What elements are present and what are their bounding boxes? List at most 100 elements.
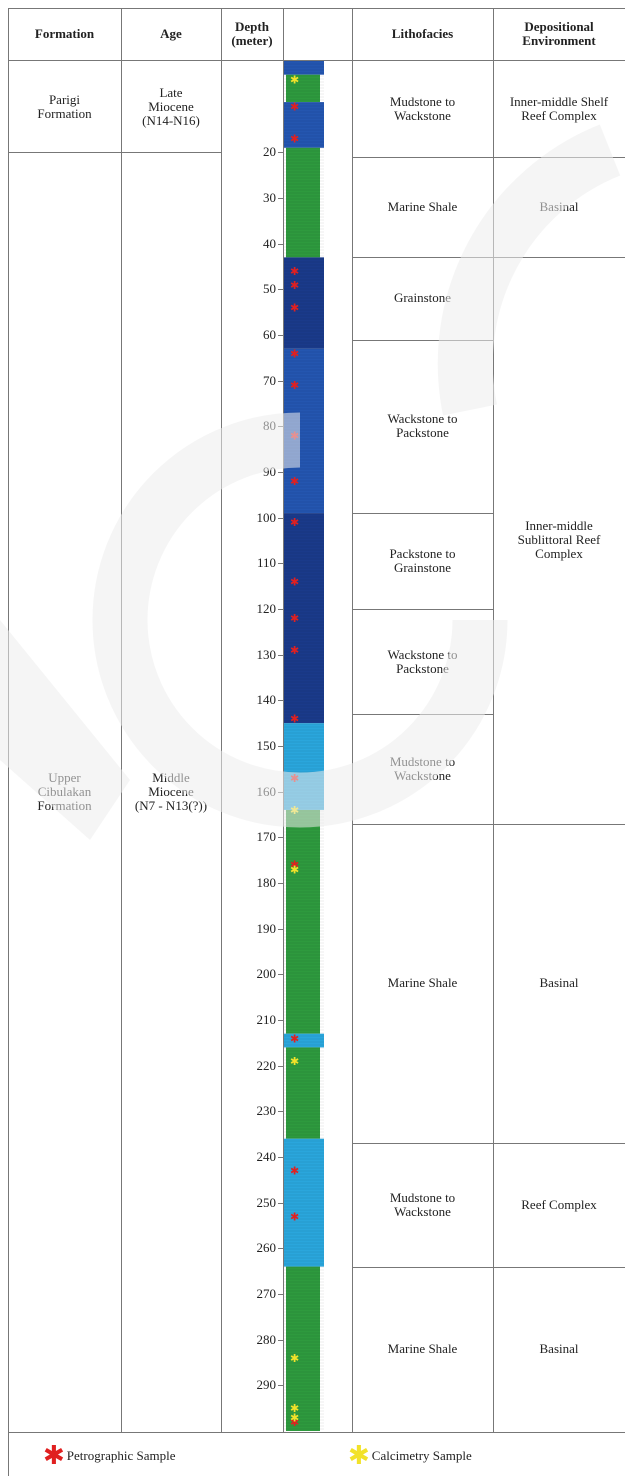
border-top [8, 8, 625, 9]
depth-tick-label: 240 [256, 1149, 277, 1164]
header-depth: Depth (meter) [231, 19, 273, 48]
depth-tick-label: 50 [263, 281, 276, 297]
depth-tick-label: 70 [263, 372, 276, 388]
column-layer-shale [286, 809, 320, 1034]
environment-zone-boundary [493, 823, 625, 825]
depth-tick-label: 130 [256, 646, 277, 662]
lithofacies-zone: Grainstone [393, 290, 452, 306]
depth-tick-label: 280 [256, 1331, 277, 1347]
header-depositional-environment: Depositional Environment [522, 19, 596, 48]
petrographic-sample-marker: ✱ [290, 577, 299, 589]
petrographic-sample-marker: ✱ [290, 476, 299, 488]
lithofacies-zone: Marine Shale [387, 199, 458, 215]
depth-tick-mark [278, 198, 284, 199]
depth-tick-label: 270 [256, 1286, 277, 1301]
depth-tick-mark [278, 1385, 284, 1387]
column-layer-limestone_mid [284, 102, 324, 148]
depth-tick-mark [278, 1157, 284, 1158]
depth-tick-mark [278, 837, 284, 839]
depth-tick-mark [278, 1248, 284, 1250]
petrographic-sample-marker: ✱ [290, 280, 299, 292]
header-age: Age [160, 26, 182, 41]
petrographic-sample-marker: ✱ [290, 613, 299, 625]
environment-zone: Basinal [539, 975, 579, 991]
lithofacies-zone: Marine Shale [387, 1340, 458, 1356]
environment-zone: Inner-middle Shelf Reef Complex [509, 93, 609, 123]
stratigraphic-column-figure: Formation Age Depth (meter) Lithofacies … [8, 8, 625, 1476]
environment-zone: Basinal [539, 199, 579, 215]
depth-tick-mark [278, 380, 284, 382]
depth-tick-label: 30 [263, 190, 276, 205]
column-layer-shale [286, 74, 320, 103]
lithofacies-zone: Marine Shale [387, 975, 458, 991]
petrographic-sample-marker: ✱ [290, 380, 299, 392]
lithofacies-zone: Wackstone to Packstone [387, 646, 458, 676]
column-layer-shale [286, 1047, 320, 1139]
legend-petrographic-label: Petrographic Sample [66, 1448, 176, 1463]
petrographic-sample-marker: ✱ [290, 714, 299, 726]
petrographic-sample-marker: ✱ [290, 1417, 299, 1429]
column-layer-limestone_light [284, 1033, 324, 1048]
petrographic-sample-marker: ✱ [290, 1211, 299, 1223]
calcimetry-sample-marker: ✱ [290, 1403, 299, 1415]
column-layer-limestone_mid [284, 61, 324, 75]
column-layer-limestone_light [284, 1138, 324, 1267]
depth-tick-mark [278, 974, 284, 976]
lithofacies-zone: Mudstone to Wackstone [389, 1189, 456, 1219]
lithofacies-zone: Mudstone to Wackstone [389, 753, 456, 783]
calcimetry-sample-marker: ✱ [290, 1353, 299, 1365]
depth-tick-label: 250 [256, 1194, 277, 1210]
petrographic-sample-marker: ✱ [290, 134, 299, 146]
petrographic-sample-marker: ✱ [290, 645, 299, 657]
depth-tick-label: 150 [256, 738, 277, 753]
depth-tick-mark [278, 335, 284, 336]
depth-tick-label: 120 [256, 601, 277, 616]
legend-petrographic: ✱ Petrographic Sample [43, 1436, 175, 1476]
age-depth-divider [221, 8, 222, 1432]
legend-calcimetry: ✱ Calcimetry Sample [348, 1436, 472, 1476]
lithology-column: ✱✱✱✱✱✱✱✱✱✱✱✱✱✱✱✱✱✱✱✱✱✱✱✱✱✱✱ [284, 61, 324, 1431]
depth-tick-label: 220 [256, 1057, 277, 1073]
calcimetry-sample-marker: ✱ [290, 805, 299, 817]
environment-zone-boundary [493, 1266, 625, 1268]
depth-tick-mark [278, 1202, 284, 1204]
depth-tick-mark [278, 1339, 284, 1341]
depth-tick-label: 20 [263, 144, 276, 160]
depth-tick-label: 260 [256, 1240, 277, 1256]
age-middle-miocene: Middle Miocene (N7 - N13(?)) [134, 770, 208, 813]
depth-tick-mark [278, 289, 284, 291]
depth-tick-label: 180 [256, 875, 277, 890]
lithofacies-zone-boundary [352, 257, 493, 259]
header-separator [8, 60, 625, 61]
depth-tick-label: 160 [256, 783, 277, 799]
petrographic-star-icon: ✱ [43, 1441, 65, 1470]
lithofacies-zone-boundary [352, 339, 493, 341]
depth-tick-label: 170 [256, 829, 277, 845]
depth-tick-label: 230 [256, 1103, 277, 1119]
depth-tick-mark [278, 883, 284, 884]
formation-parigi: Parigi Formation [37, 91, 92, 121]
petrographic-sample-marker: ✱ [290, 517, 299, 529]
calcimetry-sample-marker: ✱ [290, 1056, 299, 1068]
lithofacies-zone: Wackstone to Packstone [387, 411, 458, 441]
legend-calcimetry-label: Calcimetry Sample [371, 1448, 472, 1463]
lithofacies-zone: Mudstone to Wackstone [389, 93, 456, 123]
petrographic-sample-marker: ✱ [290, 102, 299, 114]
depth-tick-label: 200 [256, 966, 277, 982]
depth-tick-mark [278, 928, 284, 930]
environment-zone: Inner-middle Sublittoral Reef Complex [517, 518, 601, 562]
petrographic-sample-marker: ✱ [290, 348, 299, 360]
depth-tick-mark [278, 1020, 284, 1021]
lithofacies-zone: Packstone to Grainstone [389, 546, 456, 576]
petrographic-sample-marker: ✱ [290, 303, 299, 315]
calcimetry-sample-marker: ✱ [290, 1412, 299, 1424]
depth-tick-mark [278, 1294, 284, 1295]
depth-tick-mark [278, 152, 284, 154]
lithofacies-zone-boundary [352, 156, 493, 158]
petrographic-sample-marker: ✱ [290, 773, 299, 785]
petrographic-sample-marker: ✱ [290, 430, 299, 442]
column-layer-shale [286, 1266, 320, 1431]
depth-tick-mark [278, 243, 284, 245]
lithofacies-zone-boundary [352, 1143, 493, 1145]
column-layer-limestone_dark [284, 257, 324, 349]
